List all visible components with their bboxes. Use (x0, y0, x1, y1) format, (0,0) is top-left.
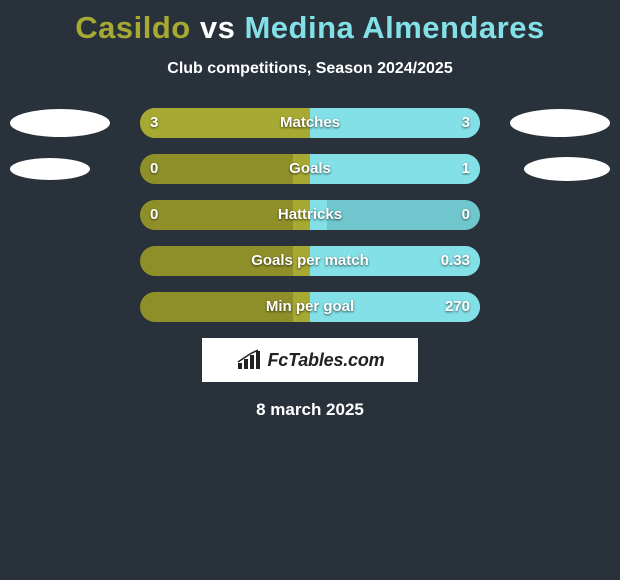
brand-badge: FcTables.com (202, 338, 418, 382)
player2-value: 0.33 (431, 246, 480, 276)
brand-text: FcTables.com (268, 350, 385, 371)
player1-value: 3 (140, 108, 168, 138)
metric-row: 0.33Goals per match (0, 246, 620, 276)
title-vs: vs (200, 10, 235, 45)
player1-value: 0 (140, 154, 168, 184)
player1-bar (293, 200, 310, 230)
player1-ellipse-icon (10, 109, 110, 137)
metric-track: 00Hattricks (140, 200, 480, 230)
player1-ellipse-icon (10, 158, 90, 180)
player2-value: 1 (452, 154, 480, 184)
player1-bar (293, 246, 310, 276)
player1-value: 0 (140, 200, 168, 230)
metric-track: 270Min per goal (140, 292, 480, 322)
metric-row: 00Hattricks (0, 200, 620, 230)
player1-bar (293, 292, 310, 322)
title-player2: Medina Almendares (244, 10, 544, 45)
subtitle: Club competitions, Season 2024/2025 (0, 60, 620, 78)
comparison-chart: 33Matches01Goals00Hattricks0.33Goals per… (0, 108, 620, 322)
metric-track: 33Matches (140, 108, 480, 138)
metric-track: 0.33Goals per match (140, 246, 480, 276)
player2-bar (310, 200, 327, 230)
metric-track: 01Goals (140, 154, 480, 184)
player2-value: 270 (435, 292, 480, 322)
date-label: 8 march 2025 (0, 400, 620, 420)
title-player1: Casildo (75, 10, 190, 45)
page-title: Casildo vs Medina Almendares (0, 0, 620, 46)
player2-value: 3 (452, 108, 480, 138)
metric-row: 33Matches (0, 108, 620, 138)
player2-value: 0 (452, 200, 480, 230)
player1-bar (293, 154, 310, 184)
metric-row: 01Goals (0, 154, 620, 184)
player2-ellipse-icon (510, 109, 610, 137)
chart-icon (236, 349, 262, 371)
player2-ellipse-icon (524, 157, 610, 181)
metric-row: 270Min per goal (0, 292, 620, 322)
